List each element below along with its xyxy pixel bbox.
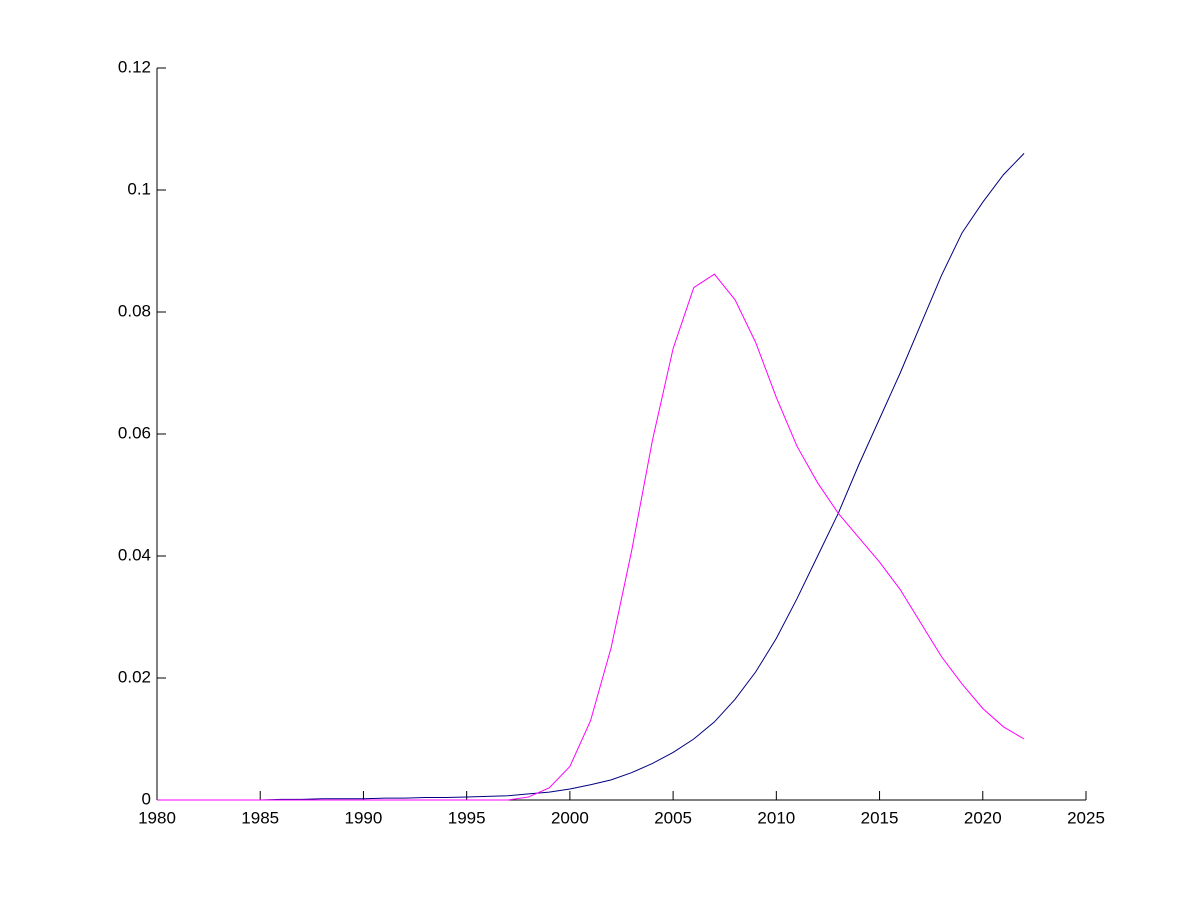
data-line: [157, 273, 1025, 801]
y-tick-label: 0: [142, 789, 151, 808]
x-tick-label: 1980: [138, 808, 176, 827]
y-tick-label: 0.02: [118, 667, 151, 686]
data-line: [157, 153, 1025, 801]
x-tick-label: 1990: [345, 808, 383, 827]
x-tick-label: 1995: [448, 808, 486, 827]
x-tick-label: 2015: [861, 808, 899, 827]
x-tick-label: 2005: [654, 808, 692, 827]
y-tick-label: 0.06: [118, 423, 151, 442]
x-tick-label: 1985: [241, 808, 279, 827]
y-tick-label: 0.1: [127, 179, 151, 198]
x-tick-label: 2010: [757, 808, 795, 827]
x-tick-label: 2000: [551, 808, 589, 827]
x-tick-label: 2025: [1067, 808, 1105, 827]
x-tick-label: 2020: [964, 808, 1002, 827]
y-tick-label: 0.12: [118, 57, 151, 76]
y-tick-label: 0.04: [118, 545, 151, 564]
y-tick-label: 0.08: [118, 301, 151, 320]
